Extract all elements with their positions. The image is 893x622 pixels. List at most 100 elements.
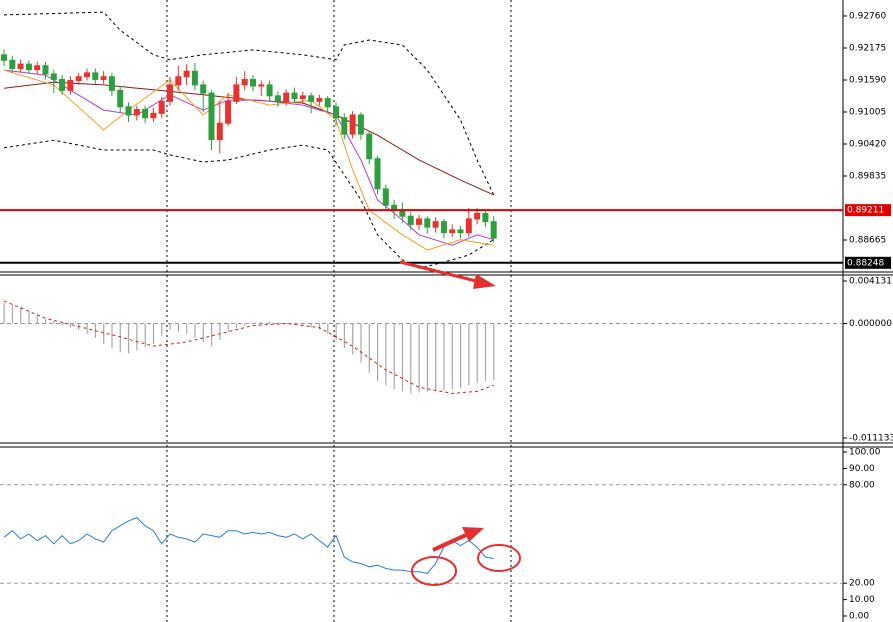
- candle-body: [84, 72, 90, 78]
- candle-body: [449, 229, 456, 234]
- candle-body: [108, 76, 115, 91]
- histogram-bar: [28, 311, 30, 324]
- signal-line: [3, 300, 494, 394]
- histogram-bar: [410, 323, 412, 394]
- candle-body: [233, 84, 240, 102]
- candle-body: [291, 92, 298, 100]
- candle-body: [216, 122, 223, 141]
- candle-body: [25, 63, 32, 71]
- histogram-bar: [86, 323, 88, 334]
- histogram-bar: [119, 323, 121, 353]
- price-label-bg: [845, 204, 891, 217]
- histogram-bar: [69, 323, 72, 328]
- candle-body: [241, 78, 248, 86]
- candle-body: [59, 78, 66, 91]
- candle-body: [75, 76, 82, 82]
- candle-body: [333, 106, 339, 119]
- candle-body: [125, 106, 132, 116]
- histogram-bar: [476, 323, 478, 384]
- histogram-bar: [144, 323, 146, 348]
- histogram-bar: [435, 323, 437, 392]
- candle-body: [374, 158, 381, 190]
- candle-body: [158, 100, 165, 114]
- candle-body: [341, 117, 348, 135]
- time-separators: [166, 0, 512, 622]
- candle-body: [416, 218, 422, 225]
- candle-body: [225, 100, 232, 124]
- histogram-bar: [269, 321, 271, 324]
- histogram-bar: [45, 319, 47, 324]
- candle-body: [482, 212, 489, 223]
- highlight-circle: [477, 544, 521, 572]
- indicator-line: [3, 139, 494, 269]
- histogram-bar: [343, 323, 345, 349]
- candle-body: [183, 70, 190, 78]
- histogram-bar: [260, 322, 262, 324]
- plot: 0.92760 0.92175 0.91590 0.91005 0.90420 0.898…: [0, 11, 893, 622]
- candle-body: [283, 92, 290, 102]
- candle-body: [50, 73, 57, 80]
- histogram-bar: [385, 323, 387, 386]
- histogram-bar: [327, 323, 329, 334]
- arrow-head: [462, 527, 484, 542]
- price-label: 0.89211: [847, 206, 884, 216]
- histogram-bar: [310, 323, 312, 328]
- candle-body: [432, 221, 439, 228]
- y-tick-label: 0.91005: [849, 107, 886, 117]
- histogram-bar: [235, 323, 238, 328]
- histogram-bar: [169, 323, 171, 330]
- price-label: 0.88248: [847, 258, 884, 268]
- histogram-bar: [194, 323, 196, 338]
- histogram-bar: [352, 323, 354, 355]
- candle-body: [250, 78, 256, 87]
- candle-body: [9, 59, 16, 69]
- candle-body: [490, 221, 497, 239]
- histogram-bar: [244, 323, 246, 326]
- candle-body: [266, 84, 273, 97]
- candle-body: [150, 112, 157, 119]
- candle-body: [1, 54, 7, 61]
- candle-body: [67, 80, 74, 91]
- histogram-bar: [211, 323, 213, 347]
- candle-body: [440, 221, 447, 234]
- candle-body: [258, 84, 265, 87]
- candle-body: [316, 98, 323, 102]
- candle-body: [424, 218, 431, 228]
- y-tick-label: 0.000000: [849, 319, 892, 329]
- candle-body: [349, 114, 356, 135]
- histogram-bar: [360, 323, 362, 363]
- histogram-bar: [53, 321, 55, 324]
- histogram-bar: [277, 322, 279, 324]
- y-tick-label: 90.00: [849, 464, 875, 474]
- indicator-line: [3, 69, 494, 251]
- histogram-bar: [443, 323, 445, 391]
- candle-body: [308, 95, 315, 102]
- arrow-up: [432, 533, 467, 552]
- candle-body: [167, 84, 173, 102]
- histogram-bar: [252, 323, 254, 324]
- arrow-down: [399, 260, 481, 284]
- y-tick-label: 0.88665: [849, 235, 886, 245]
- candle-body: [357, 114, 364, 135]
- histogram-bar: [377, 323, 379, 382]
- annotations: [399, 260, 521, 586]
- y-tick-label: 80.00: [849, 480, 875, 490]
- histogram-bar: [61, 323, 63, 326]
- candle-body: [175, 76, 182, 86]
- histogram-bar: [20, 307, 22, 324]
- candle-body: [100, 76, 107, 80]
- histogram-bar: [227, 323, 229, 332]
- histogram-bar: [460, 323, 462, 389]
- histogram-bar: [418, 323, 420, 393]
- histogram-bar: [152, 323, 155, 345]
- y-tick-label: 10.00: [849, 595, 875, 605]
- price-label-bg: [845, 256, 891, 269]
- candle-body: [200, 84, 207, 94]
- histogram-bar: [103, 323, 105, 345]
- y-tick-label: -0.011133: [849, 434, 893, 444]
- histogram-bar: [219, 323, 221, 340]
- histogram-bar: [468, 323, 470, 386]
- candle-body: [324, 98, 331, 108]
- y-tick-label: 0.92175: [849, 43, 886, 53]
